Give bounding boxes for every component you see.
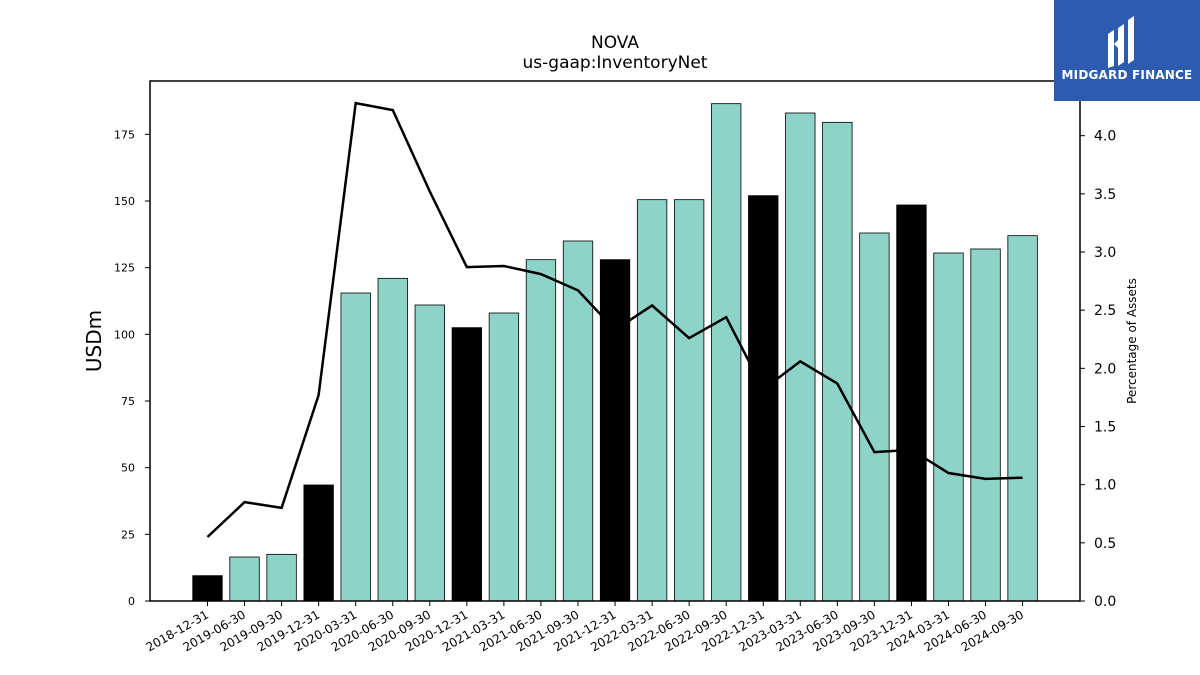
bar-2024-06-30 — [970, 248, 1001, 602]
y-axis-left: 0 25 50 75 100 125 150 175 — [114, 128, 150, 608]
line-group — [206, 101, 1023, 538]
y-tick-label: 25 — [121, 528, 135, 541]
midgard-finance-logo: MIDGARD FINANCE — [1054, 0, 1200, 101]
y-tick-label: 150 — [114, 195, 135, 208]
y-axis-right: 0.0 0.5 1.0 1.5 2.0 2.5 3.0 3.5 4.0 — [1080, 129, 1116, 610]
y-tick-label: 0 — [128, 595, 135, 608]
bar-2020-03-31 — [340, 292, 371, 602]
y-right-tick-label: 0.0 — [1094, 594, 1116, 610]
y-right-tick-label: 1.5 — [1094, 420, 1116, 436]
chart-subtitle: us-gaap:InventoryNet — [523, 53, 708, 73]
y-tick-label: 175 — [114, 128, 135, 141]
bar-2023-09-30 — [859, 232, 890, 602]
bar-2022-12-31 — [748, 195, 779, 602]
bar-2020-12-31 — [451, 327, 483, 602]
bar-2020-09-30 — [414, 304, 445, 602]
bar-2023-06-30 — [822, 121, 853, 602]
bar-2019-12-31 — [303, 484, 334, 602]
bar-2023-12-31 — [896, 204, 927, 602]
bar-2020-06-30 — [377, 277, 408, 602]
bar-2023-03-31 — [785, 112, 816, 602]
bar-2024-09-30 — [1007, 235, 1038, 602]
bar-2024-03-31 — [933, 252, 964, 602]
bar-2021-12-31 — [599, 259, 631, 602]
bar-2022-06-30 — [674, 199, 705, 602]
y-right-tick-label: 0.5 — [1094, 536, 1116, 552]
y-tick-label: 75 — [121, 395, 135, 408]
bar-2022-03-31 — [636, 199, 668, 602]
logo-text: MIDGARD FINANCE — [1061, 68, 1193, 82]
x-axis: 2018-12-312019-06-302019-09-302019-12-31… — [144, 601, 1026, 654]
y-right-tick-label: 3.0 — [1094, 245, 1116, 261]
y-right-tick-label: 4.0 — [1094, 129, 1116, 145]
y-right-tick-label: 2.5 — [1094, 303, 1116, 319]
bar-2019-06-30 — [229, 556, 260, 602]
bar-2019-09-30 — [266, 553, 297, 602]
y-tick-label: 125 — [114, 262, 135, 275]
y-right-tick-label: 1.0 — [1094, 478, 1116, 494]
bar-2021-09-30 — [562, 240, 594, 602]
bars-group — [192, 103, 1038, 602]
logo-mark-icon — [1108, 16, 1134, 68]
bar-2018-12-31 — [192, 575, 223, 602]
bar-2021-06-30 — [525, 259, 557, 602]
bar-2022-09-30 — [711, 103, 742, 602]
y-axis-label-right: Percentage of Assets — [1125, 278, 1139, 404]
y-axis-label: USDm — [82, 310, 106, 372]
chart-title: NOVA — [591, 33, 639, 53]
y-tick-label: 50 — [121, 462, 135, 475]
y-right-tick-label: 3.5 — [1094, 187, 1116, 203]
bar-2021-03-31 — [488, 312, 520, 602]
percentage-of-assets-line — [206, 101, 1023, 538]
y-tick-label: 100 — [114, 328, 135, 341]
y-right-tick-label: 2.0 — [1094, 361, 1116, 377]
